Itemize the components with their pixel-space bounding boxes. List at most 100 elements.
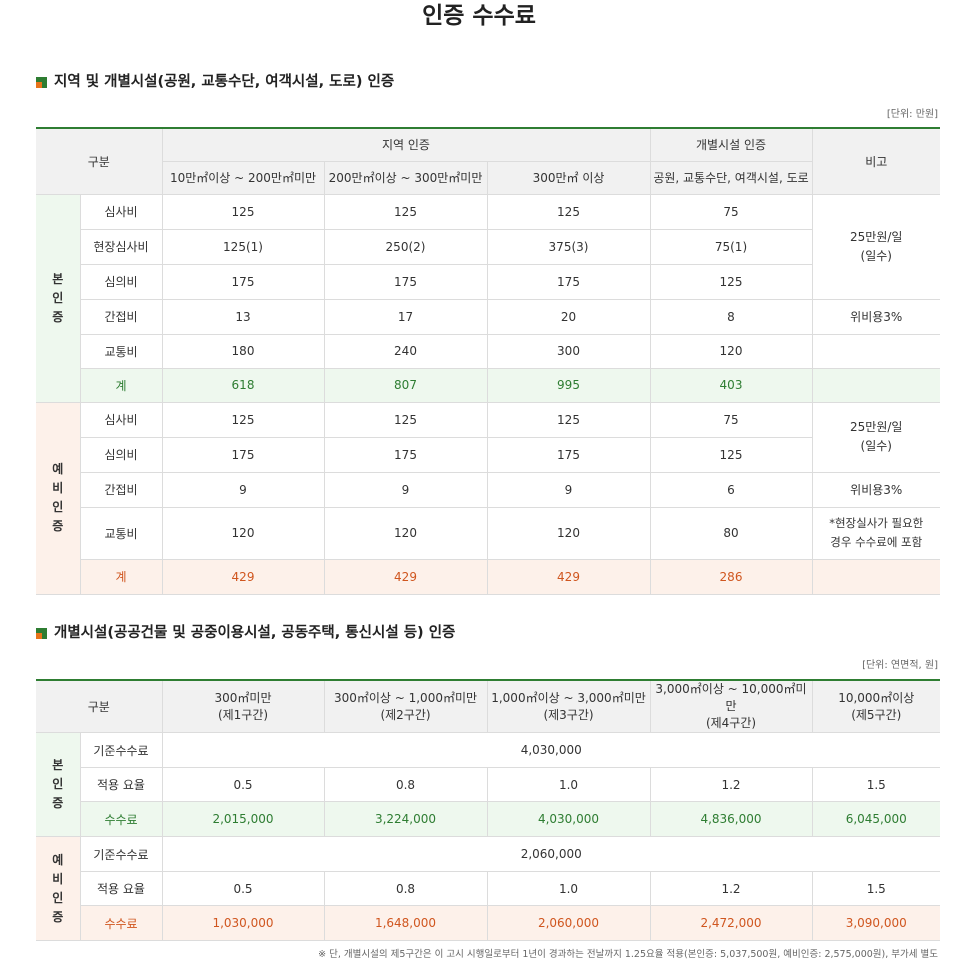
row-label: 적용 요율 xyxy=(80,871,163,906)
cell: 1.2 xyxy=(649,767,813,802)
cell: 9 xyxy=(486,471,651,508)
header-gubun: 구분 xyxy=(36,127,163,195)
table-row: 심의비 175 175 175 125 xyxy=(36,436,940,473)
cell: 175 xyxy=(323,263,488,300)
cell: 1.0 xyxy=(486,871,651,906)
cell: 6 xyxy=(649,471,813,508)
header-band-3: 1,000㎡이상 ~ 3,000㎡미만 (제3구간) xyxy=(486,679,651,733)
cell: 125 xyxy=(486,193,651,230)
remark-cell-empty xyxy=(811,333,940,369)
remark-text: 25만원/일 xyxy=(850,229,903,244)
cell: 1.0 xyxy=(486,767,651,802)
group-label-pre: 예비인증 xyxy=(36,401,81,595)
cell: 75 xyxy=(649,401,813,438)
cell: 3,090,000 xyxy=(811,905,940,941)
cell: 175 xyxy=(323,436,488,473)
cell: 250(2) xyxy=(323,228,488,265)
remark-cell: 25만원/일 (일수) xyxy=(811,193,940,300)
cell: 2,060,000 xyxy=(486,905,651,941)
row-label: 기준수수료 xyxy=(79,836,163,872)
group-label-main: 본인증 xyxy=(36,193,81,403)
cell: 2,015,000 xyxy=(161,801,325,837)
table-row: 교통비 180 240 300 120 xyxy=(36,333,940,369)
base-fee-cell: 2,060,000 xyxy=(161,836,940,872)
table-row: 적용 요율 0.5 0.8 1.0 1.2 1.5 xyxy=(36,767,940,802)
header-band-range: 1,000㎡이상 ~ 3,000㎡미만 xyxy=(491,690,646,705)
cell: 995 xyxy=(486,367,651,403)
cell: 120 xyxy=(486,506,651,560)
header-band-name: (제5구간) xyxy=(851,707,902,722)
header-band-range: 3,000㎡이상 ~ 10,000㎡미만 xyxy=(655,682,807,713)
remark-text: 25만원/일 xyxy=(850,420,903,434)
cell: 175 xyxy=(161,436,325,473)
row-label: 심의비 xyxy=(80,263,163,300)
section2-unit: [단위: 연면적, 원] xyxy=(862,660,938,671)
cell: 125 xyxy=(161,401,325,438)
base-fee-cell: 4,030,000 xyxy=(161,732,940,768)
header-band-range: 300㎡미만 xyxy=(214,690,272,705)
cell: 375(3) xyxy=(486,228,651,265)
cell: 240 xyxy=(323,333,488,369)
cell: 6,045,000 xyxy=(811,801,940,837)
cell: 4,836,000 xyxy=(649,801,813,837)
cell: 0.8 xyxy=(323,767,488,802)
cell: 618 xyxy=(161,367,325,403)
section1-unit: [단위: 만원] xyxy=(886,109,938,120)
cell: 175 xyxy=(486,436,651,473)
page-title: 인증 수수료 xyxy=(422,3,536,29)
cell: 20 xyxy=(486,298,651,335)
row-label: 계 xyxy=(80,558,163,595)
total-row: 수수료 1,030,000 1,648,000 2,060,000 2,472,… xyxy=(36,905,940,941)
group-label-text: 본인증 xyxy=(52,271,64,324)
header-remarks: 비고 xyxy=(811,127,940,195)
header-band-range: 300㎡이상 ~ 1,000㎡미만 xyxy=(333,690,478,705)
cell: 175 xyxy=(486,263,651,300)
header-region-group: 지역 인증 xyxy=(161,127,651,162)
cell: 807 xyxy=(323,367,488,403)
cell: 125 xyxy=(649,263,812,300)
row-label: 현장심사비 xyxy=(80,228,163,265)
row-label: 심의비 xyxy=(80,436,163,473)
cell: 120 xyxy=(649,333,813,369)
row-label: 심사비 xyxy=(79,401,163,438)
table-row: 교통비 120 120 120 80 *현장실사가 필요한 경우 수수료에 포함 xyxy=(36,506,940,560)
cell: 4,030,000 xyxy=(486,801,651,837)
remark-cell-empty xyxy=(811,367,940,403)
cell: 1.5 xyxy=(811,767,940,802)
row-label: 수수료 xyxy=(80,905,163,941)
row-label: 적용 요율 xyxy=(80,767,163,802)
table-row: 심의비 175 175 175 125 xyxy=(36,263,940,300)
table-row: 간접비 13 17 20 8 위비용3% xyxy=(36,298,940,335)
remark-text: 경우 수수료에 포함 xyxy=(830,535,923,549)
remark-cell: 위비용3% xyxy=(811,298,940,335)
cell: 125 xyxy=(649,436,812,473)
table-row: 예비인증 기준수수료 2,060,000 xyxy=(36,836,940,941)
section2-fee-table: 구분 300㎡미만 (제1구간) 300㎡이상 ~ 1,000㎡미만 (제2구간… xyxy=(36,679,940,941)
cell: 75(1) xyxy=(649,228,812,265)
cell: 1.2 xyxy=(649,871,813,906)
cell: 429 xyxy=(323,558,488,595)
total-row: 계 429 429 429 286 xyxy=(36,558,940,595)
cell: 0.5 xyxy=(161,871,325,906)
group-label-text: 본인증 xyxy=(52,758,64,810)
cell: 0.5 xyxy=(161,767,325,802)
total-row: 수수료 2,015,000 3,224,000 4,030,000 4,836,… xyxy=(36,801,940,837)
cell: 429 xyxy=(161,558,325,595)
header-band-name: (제3구간) xyxy=(543,707,594,722)
header-col1: 10만㎡이상 ~ 200만㎡미만 xyxy=(162,160,325,195)
row-label: 기준수수료 xyxy=(79,732,163,768)
row-label: 심사비 xyxy=(79,193,163,230)
cell: 125(1) xyxy=(161,228,325,265)
table-row: 간접비 9 9 9 6 위비용3% xyxy=(36,471,940,508)
cell: 1,030,000 xyxy=(161,905,325,941)
footnote: ※ 단, 개별시설의 제5구간은 이 고시 시행일로부터 1년이 경과하는 전날… xyxy=(318,949,938,960)
header-col2: 200만㎡이상 ~ 300만㎡미만 xyxy=(323,160,488,195)
cell: 120 xyxy=(161,506,325,560)
cell: 75 xyxy=(649,193,813,230)
header-band-name: (제4구간) xyxy=(705,716,757,730)
header-band-1: 300㎡미만 (제1구간) xyxy=(161,679,325,733)
cell: 8 xyxy=(649,298,813,335)
header-band-5: 10,000㎡이상 (제5구간) xyxy=(811,679,940,733)
header-col3: 300만㎡ 이상 xyxy=(486,160,651,195)
remark-text: *현장실사가 필요한 xyxy=(829,516,924,530)
